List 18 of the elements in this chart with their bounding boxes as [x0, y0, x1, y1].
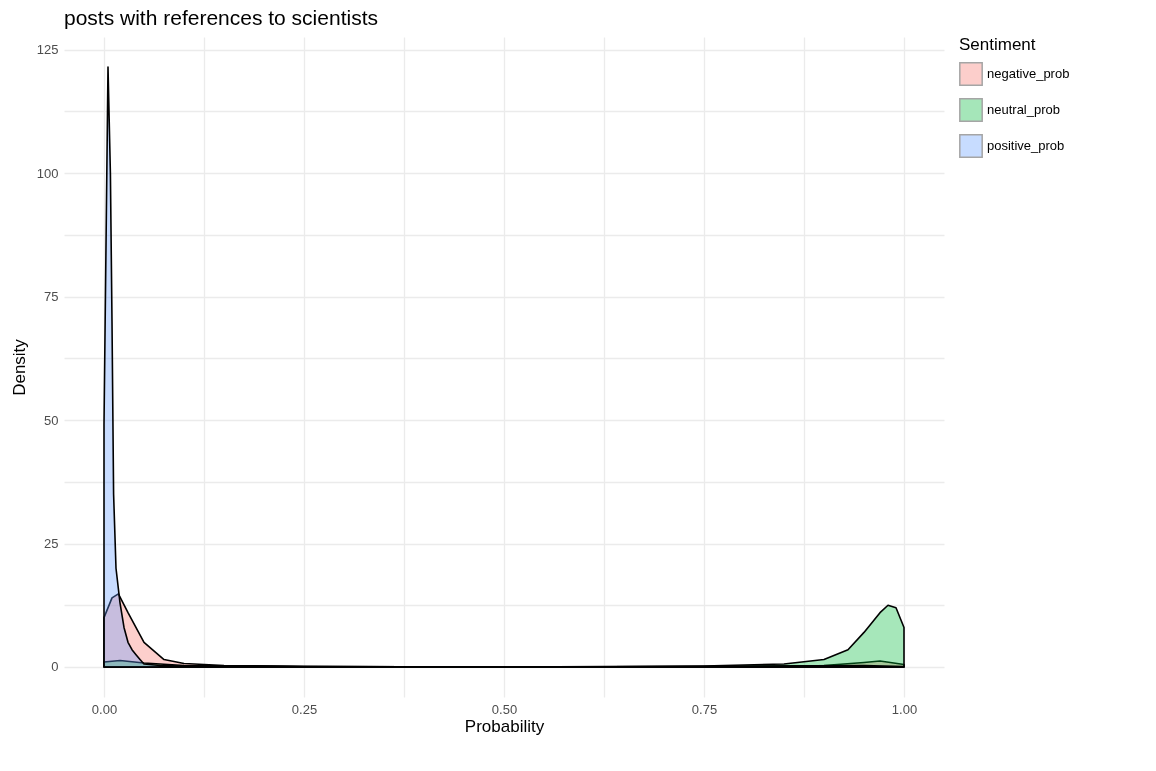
x-tick-label: 0.25: [291, 701, 318, 717]
legend-title: Sentiment: [959, 35, 1036, 54]
x-tick-label: 0.75: [691, 701, 718, 717]
x-tick-label: 0.00: [91, 701, 118, 717]
legend-label: positive_prob: [987, 138, 1065, 153]
y-axis-title: Density: [9, 338, 29, 396]
legend-label: negative_prob: [987, 66, 1070, 81]
y-tick-label: 25: [44, 536, 59, 552]
y-tick-label: 0: [51, 659, 59, 675]
y-tick-label: 50: [44, 412, 59, 428]
x-tick-label: 1.00: [891, 701, 918, 717]
y-tick-label: 125: [36, 42, 59, 58]
x-axis-title: Probability: [464, 716, 545, 736]
x-tick-label: 0.50: [491, 701, 518, 717]
legend-label: neutral_prob: [987, 102, 1060, 117]
y-tick-label: 75: [44, 289, 59, 305]
chart-title: posts with references to scientists: [64, 6, 378, 29]
y-tick-label: 100: [36, 165, 59, 181]
